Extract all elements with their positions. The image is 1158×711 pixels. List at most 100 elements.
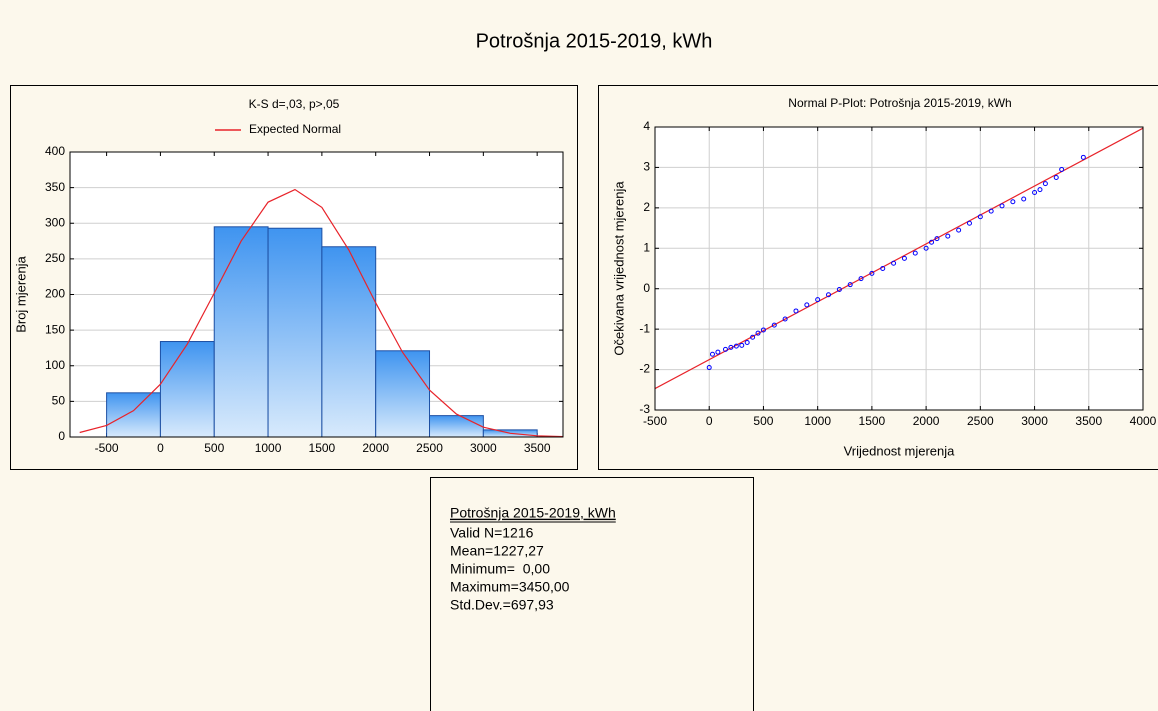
plot-area bbox=[655, 127, 1143, 410]
y-axis-label: Broj mjerenja bbox=[13, 255, 28, 332]
data-point bbox=[1080, 154, 1086, 160]
y-tick-label: 350 bbox=[45, 180, 65, 194]
x-tick-label: 3000 bbox=[1021, 414, 1048, 428]
histogram-bar bbox=[106, 392, 161, 438]
data-point bbox=[722, 346, 728, 352]
histogram-bar bbox=[159, 341, 215, 438]
x-tick-label: 2500 bbox=[416, 441, 443, 455]
stats-title: Potrošnja 2015-2019, kWh bbox=[450, 505, 616, 521]
data-point bbox=[999, 203, 1005, 209]
histogram-bar bbox=[375, 350, 431, 438]
stats-line: Minimum= 0,00 bbox=[450, 561, 550, 577]
plot-frame bbox=[654, 126, 1144, 411]
data-point bbox=[880, 266, 886, 271]
data-point bbox=[836, 287, 842, 293]
y-tick-label: 0 bbox=[643, 281, 650, 295]
data-point bbox=[1042, 181, 1048, 187]
data-point bbox=[858, 276, 864, 282]
y-tick-label: 250 bbox=[45, 251, 65, 265]
y-tick-label: -1 bbox=[639, 321, 650, 335]
data-point bbox=[750, 334, 756, 340]
y-tick-label: 150 bbox=[45, 322, 65, 336]
data-point bbox=[739, 342, 745, 348]
data-point bbox=[744, 339, 750, 345]
data-point bbox=[966, 220, 972, 226]
histogram-bar bbox=[213, 226, 269, 438]
data-point bbox=[1021, 196, 1027, 202]
data-point bbox=[901, 255, 907, 261]
data-point bbox=[929, 239, 935, 245]
x-tick-label: 1500 bbox=[859, 414, 886, 428]
data-point bbox=[709, 351, 715, 357]
stats-line: Std.Dev.=697,93 bbox=[450, 597, 554, 613]
y-tick-label: 2 bbox=[643, 200, 650, 214]
data-point bbox=[1053, 175, 1059, 181]
histogram-bar bbox=[267, 227, 323, 438]
normal-curve bbox=[79, 188, 563, 437]
y-tick-label: 0 bbox=[58, 429, 65, 443]
data-point bbox=[771, 322, 777, 328]
stats-line: Maximum=3450,00 bbox=[450, 579, 570, 595]
x-tick-label: 0 bbox=[706, 414, 713, 428]
data-point bbox=[1059, 166, 1065, 172]
data-point bbox=[728, 344, 734, 350]
y-tick-label: 4 bbox=[643, 119, 650, 133]
stats-line: Valid N=1216 bbox=[450, 525, 534, 541]
data-point bbox=[945, 233, 951, 239]
x-tick-label: 3500 bbox=[1075, 414, 1102, 428]
y-tick-label: 200 bbox=[45, 287, 65, 301]
data-point bbox=[782, 316, 788, 322]
panel-stats bbox=[430, 477, 754, 711]
data-point bbox=[715, 349, 721, 355]
y-axis-label: Očekivana vrijednost mjerenja bbox=[611, 181, 626, 356]
data-point bbox=[793, 308, 799, 314]
data-point bbox=[923, 245, 929, 251]
x-tick-label: 0 bbox=[157, 441, 164, 455]
data-point bbox=[977, 214, 983, 220]
y-tick-label: 50 bbox=[52, 394, 66, 408]
data-point bbox=[847, 282, 853, 288]
x-tick-label: 4000 bbox=[1130, 414, 1157, 428]
x-tick-label: -500 bbox=[95, 441, 119, 455]
y-tick-label: -3 bbox=[639, 402, 650, 416]
chart-title: Normal P-Plot: Potrošnja 2015-2019, kWh bbox=[788, 96, 1011, 110]
x-tick-label: 500 bbox=[753, 414, 773, 428]
data-point bbox=[934, 236, 940, 242]
x-axis-label: Vrijednost mjerenja bbox=[844, 443, 956, 458]
data-point bbox=[815, 297, 821, 303]
y-tick-label: 100 bbox=[45, 358, 65, 372]
data-point bbox=[1010, 199, 1016, 205]
x-tick-label: 1000 bbox=[804, 414, 831, 428]
plot-frame bbox=[69, 151, 564, 438]
data-point bbox=[1032, 189, 1038, 195]
legend-label: Expected Normal bbox=[249, 122, 341, 136]
y-tick-label: 400 bbox=[45, 144, 65, 158]
x-tick-label: 2500 bbox=[967, 414, 994, 428]
y-tick-label: -2 bbox=[639, 362, 650, 376]
data-point bbox=[706, 365, 712, 371]
x-tick-label: 1000 bbox=[255, 441, 282, 455]
y-tick-label: 1 bbox=[643, 240, 650, 254]
data-point bbox=[891, 260, 897, 266]
chart-title: K-S d=,03, p>,05 bbox=[249, 97, 340, 111]
data-point bbox=[912, 250, 918, 256]
data-point bbox=[1037, 187, 1043, 193]
x-tick-label: 3500 bbox=[524, 441, 551, 455]
x-tick-label: 3000 bbox=[470, 441, 497, 455]
data-point bbox=[869, 270, 875, 276]
histogram-bar bbox=[321, 246, 377, 438]
data-point bbox=[804, 302, 810, 308]
x-tick-label: 2000 bbox=[913, 414, 940, 428]
y-tick-label: 3 bbox=[643, 160, 650, 174]
x-tick-label: 2000 bbox=[362, 441, 389, 455]
data-point bbox=[733, 343, 739, 349]
data-point bbox=[755, 330, 761, 336]
data-point bbox=[988, 208, 994, 214]
y-tick-label: 300 bbox=[45, 215, 65, 229]
histogram-bar bbox=[429, 415, 484, 438]
x-tick-label: 500 bbox=[204, 441, 224, 455]
data-point bbox=[826, 292, 832, 298]
data-point bbox=[760, 327, 766, 333]
